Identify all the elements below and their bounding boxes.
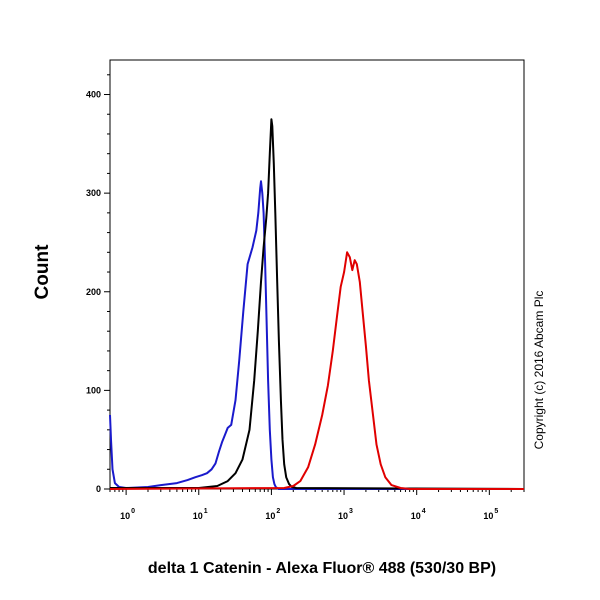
y-tick-label: 200 [86, 287, 101, 297]
x-axis: 10 0 10 1 10 2 10 3 10 4 10 5 [109, 489, 525, 521]
x-tick-exponent: 3 [349, 508, 353, 515]
x-tick-exponent: 0 [131, 508, 135, 515]
x-tick-label: 10 [338, 511, 348, 521]
series-group [109, 118, 525, 490]
series-line-3 [109, 251, 524, 490]
series-line-1 [109, 180, 524, 490]
x-tick-label: 10 [411, 511, 421, 521]
x-tick-exponent: 4 [422, 508, 426, 515]
y-axis: 0 100 200 300 400 [86, 74, 110, 494]
x-tick-label: 10 [193, 511, 203, 521]
x-tick-label: 10 [120, 511, 130, 521]
y-tick-label: 0 [96, 484, 101, 494]
y-axis-label: Count [32, 244, 53, 300]
y-tick-label: 100 [86, 385, 101, 395]
series-line-2 [110, 118, 525, 490]
y-tick-label: 300 [86, 188, 101, 198]
x-tick-exponent: 1 [204, 508, 208, 515]
plot-frame [109, 59, 525, 490]
x-tick-exponent: 2 [276, 508, 280, 515]
x-tick-label: 10 [483, 511, 493, 521]
copyright-annotation: Copyright (c) 2016 Abcam Plc [532, 291, 546, 450]
x-tick-exponent: 5 [494, 508, 498, 515]
x-tick-label: 10 [265, 511, 275, 521]
y-tick-label: 400 [86, 90, 101, 100]
x-axis-label: delta 1 Catenin - Alexa Fluor® 488 (530/… [148, 560, 496, 577]
